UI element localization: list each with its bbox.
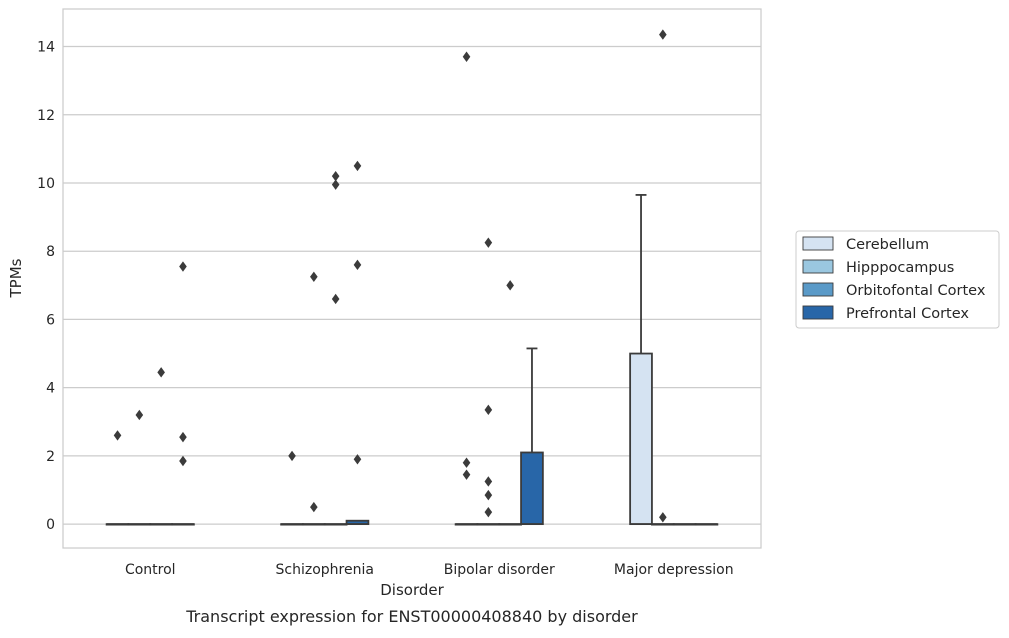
- outlier-point: [310, 271, 318, 282]
- outlier-point: [484, 506, 493, 518]
- outlier-point: [288, 450, 296, 462]
- outlier-points: [113, 29, 667, 523]
- legend-swatch: [802, 305, 834, 320]
- box-major-depression-3: [694, 523, 719, 526]
- legend-swatch: [802, 236, 834, 251]
- outlier-point: [462, 469, 471, 480]
- outlier-point: [353, 160, 362, 172]
- outlier-point: [179, 431, 187, 443]
- y-axis-label: TPMs: [7, 258, 25, 298]
- legend: Cerebellum Hipppocampus Orbitofontal Corte…: [795, 230, 1000, 329]
- x-axis-tick-labels: Control Schizophrenia Bipolar disorder Majo…: [125, 562, 734, 578]
- legend-label: Prefrontal Cortex: [846, 306, 969, 322]
- outlier-point: [310, 501, 318, 513]
- box-major-depression-1: [651, 523, 675, 526]
- legend-frame: [795, 230, 1000, 329]
- legend-label: Hipppocampus: [846, 260, 954, 276]
- outlier-point: [179, 261, 187, 272]
- y-tick-label: 0: [46, 517, 55, 533]
- x-tick-label: Major depression: [614, 562, 734, 578]
- outlier-point: [179, 455, 187, 467]
- box-major-depression-0: [629, 194, 653, 526]
- y-tick-label: 6: [46, 312, 55, 328]
- x-tick-label: Bipolar disorder: [444, 562, 555, 578]
- box-bipolar-disorder-2: [498, 523, 522, 526]
- y-tick-label: 14: [37, 40, 55, 56]
- legend-label: Cerebellum: [846, 237, 929, 253]
- outlier-point: [157, 367, 165, 378]
- y-tick-label: 4: [46, 381, 55, 397]
- outlier-point: [484, 489, 493, 501]
- outlier-point: [331, 179, 340, 190]
- legend-swatch: [802, 282, 834, 297]
- outlier-point: [484, 404, 493, 416]
- box-schizophrenia-2: [323, 523, 348, 526]
- boxes: [105, 194, 719, 526]
- outlier-point: [135, 409, 144, 421]
- outlier-point: [353, 259, 362, 271]
- outlier-point: [659, 512, 667, 523]
- box-body: [520, 451, 544, 526]
- outlier-point: [113, 430, 122, 441]
- plot-area-frame: [62, 8, 762, 549]
- outlier-point: [462, 457, 471, 468]
- outlier-point: [331, 170, 340, 182]
- y-tick-label: 8: [46, 244, 55, 260]
- chart-caption: Transcript expression for ENST0000040884…: [185, 607, 638, 626]
- outlier-point: [484, 476, 493, 487]
- box-control-0: [105, 523, 130, 526]
- box-bipolar-disorder-1: [476, 523, 501, 526]
- x-tick-label: Schizophrenia: [276, 562, 374, 578]
- y-tick-label: 10: [37, 176, 55, 192]
- y-tick-label: 2: [46, 449, 55, 465]
- box-control-3: [171, 523, 195, 526]
- y-tick-label: 12: [37, 108, 55, 124]
- x-tick-label: Control: [125, 562, 176, 578]
- legend-label: Orbitofontal Cortex: [846, 283, 986, 299]
- outlier-point: [659, 29, 667, 40]
- box-schizophrenia-1: [302, 523, 326, 526]
- legend-swatch: [802, 259, 834, 274]
- outlier-point: [331, 293, 340, 305]
- box-schizophrenia-0: [280, 523, 304, 526]
- box-control-2: [149, 523, 173, 526]
- outlier-point: [484, 237, 493, 248]
- grid-lines: [63, 45, 761, 525]
- x-axis-label: Disorder: [380, 581, 444, 599]
- outlier-point: [353, 454, 362, 465]
- box-schizophrenia-3: [345, 519, 370, 526]
- box-control-1: [127, 523, 152, 526]
- box-major-depression-2: [672, 523, 697, 526]
- box-bipolar-disorder-3: [520, 347, 544, 526]
- box-body: [629, 352, 653, 526]
- box-bipolar-disorder-0: [454, 523, 479, 526]
- y-axis-tick-labels: 0 2 4 6 8 10 12 14: [37, 40, 55, 534]
- outlier-point: [506, 280, 514, 291]
- outlier-point: [462, 51, 471, 62]
